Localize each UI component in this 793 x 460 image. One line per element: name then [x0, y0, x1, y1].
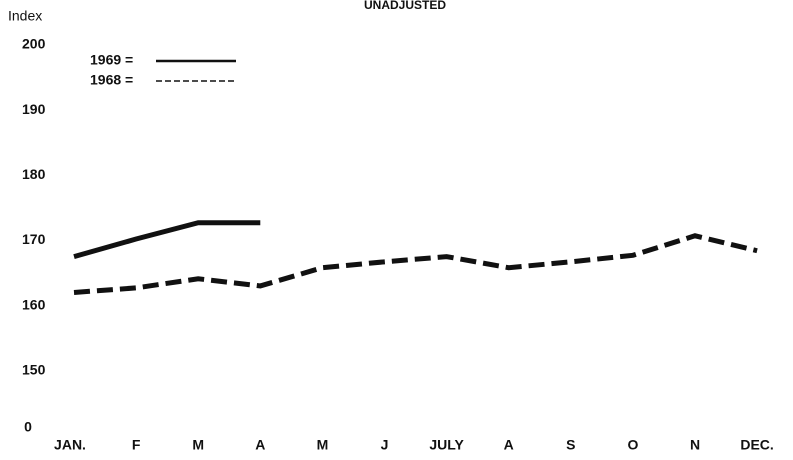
y-tick-label: 200	[22, 36, 46, 52]
y-origin-label: 0	[24, 419, 32, 435]
x-tick-label: J	[381, 437, 389, 453]
x-tick-label: M	[317, 437, 329, 453]
x-tick-label: A	[504, 437, 514, 453]
x-tick-label: N	[690, 437, 700, 453]
x-tick-label: F	[132, 437, 141, 453]
legend-label: 1969 =	[90, 52, 133, 68]
x-tick-label: S	[566, 437, 575, 453]
x-tick-label: O	[627, 437, 638, 453]
y-axis-label: Index	[8, 8, 42, 24]
series-line	[73, 220, 261, 260]
chart-title: UNADJUSTED	[364, 0, 446, 12]
y-tick-label: 160	[22, 296, 46, 312]
y-tick-label: 170	[22, 231, 46, 247]
series-line	[73, 233, 758, 295]
y-tick-label: 190	[22, 101, 46, 117]
legend-label: 1968 =	[90, 72, 133, 88]
y-tick-label: 150	[22, 362, 46, 378]
x-tick-label: M	[192, 437, 204, 453]
y-tick-label: 180	[22, 166, 46, 182]
x-tick-label: JULY	[429, 437, 464, 453]
x-tick-label: DEC.	[740, 437, 773, 453]
x-tick-label: A	[255, 437, 265, 453]
x-tick-label: JAN.	[54, 437, 86, 453]
